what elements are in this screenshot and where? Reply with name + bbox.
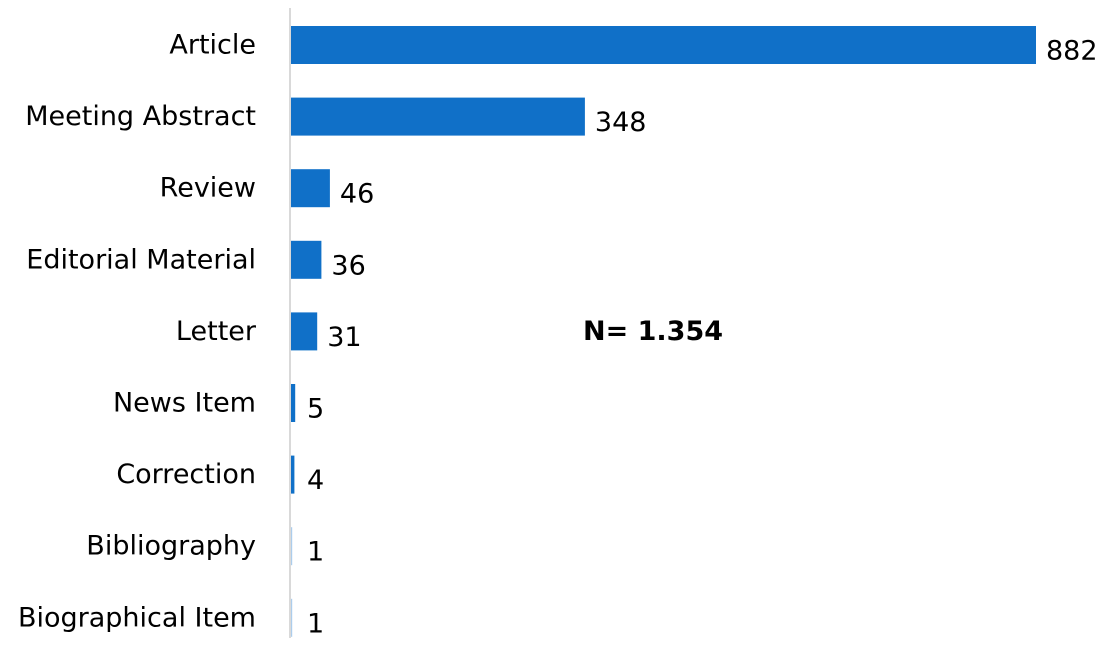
bar-review — [291, 169, 330, 208]
value-labels: 882 348 46 36 31 5 4 1 1 — [307, 36, 1098, 640]
bar-article — [291, 26, 1036, 64]
bar-biographical-item — [291, 598, 293, 637]
bar-letter — [291, 312, 318, 351]
value-label: 4 — [307, 465, 324, 496]
bar-meeting-abstract — [291, 97, 585, 136]
category-label: Editorial Material — [26, 244, 256, 275]
bar-news-item — [291, 384, 296, 422]
value-label: 5 — [307, 394, 324, 425]
category-labels: Article Meeting Abstract Review Editorial M… — [18, 30, 257, 634]
bar-bibliography — [291, 527, 293, 566]
category-label: Meeting Abstract — [25, 101, 256, 132]
category-label: Bibliography — [86, 531, 256, 562]
bars-group — [291, 26, 1036, 637]
value-label: 882 — [1046, 36, 1098, 67]
value-label: 1 — [307, 608, 324, 639]
category-label: Review — [160, 173, 256, 204]
category-label: Article — [169, 30, 256, 61]
value-label: 31 — [327, 322, 361, 353]
category-label: Biographical Item — [18, 602, 256, 633]
chart-annotation: N= 1.354 — [583, 316, 723, 347]
category-label: News Item — [113, 388, 256, 419]
category-label: Letter — [176, 316, 257, 347]
bar-editorial-material — [291, 240, 322, 279]
value-label: 46 — [340, 179, 374, 210]
value-label: 36 — [331, 250, 365, 281]
bar-correction — [291, 455, 295, 494]
value-label: 348 — [595, 107, 647, 138]
category-label: Correction — [116, 459, 256, 490]
value-label: 1 — [307, 537, 324, 568]
